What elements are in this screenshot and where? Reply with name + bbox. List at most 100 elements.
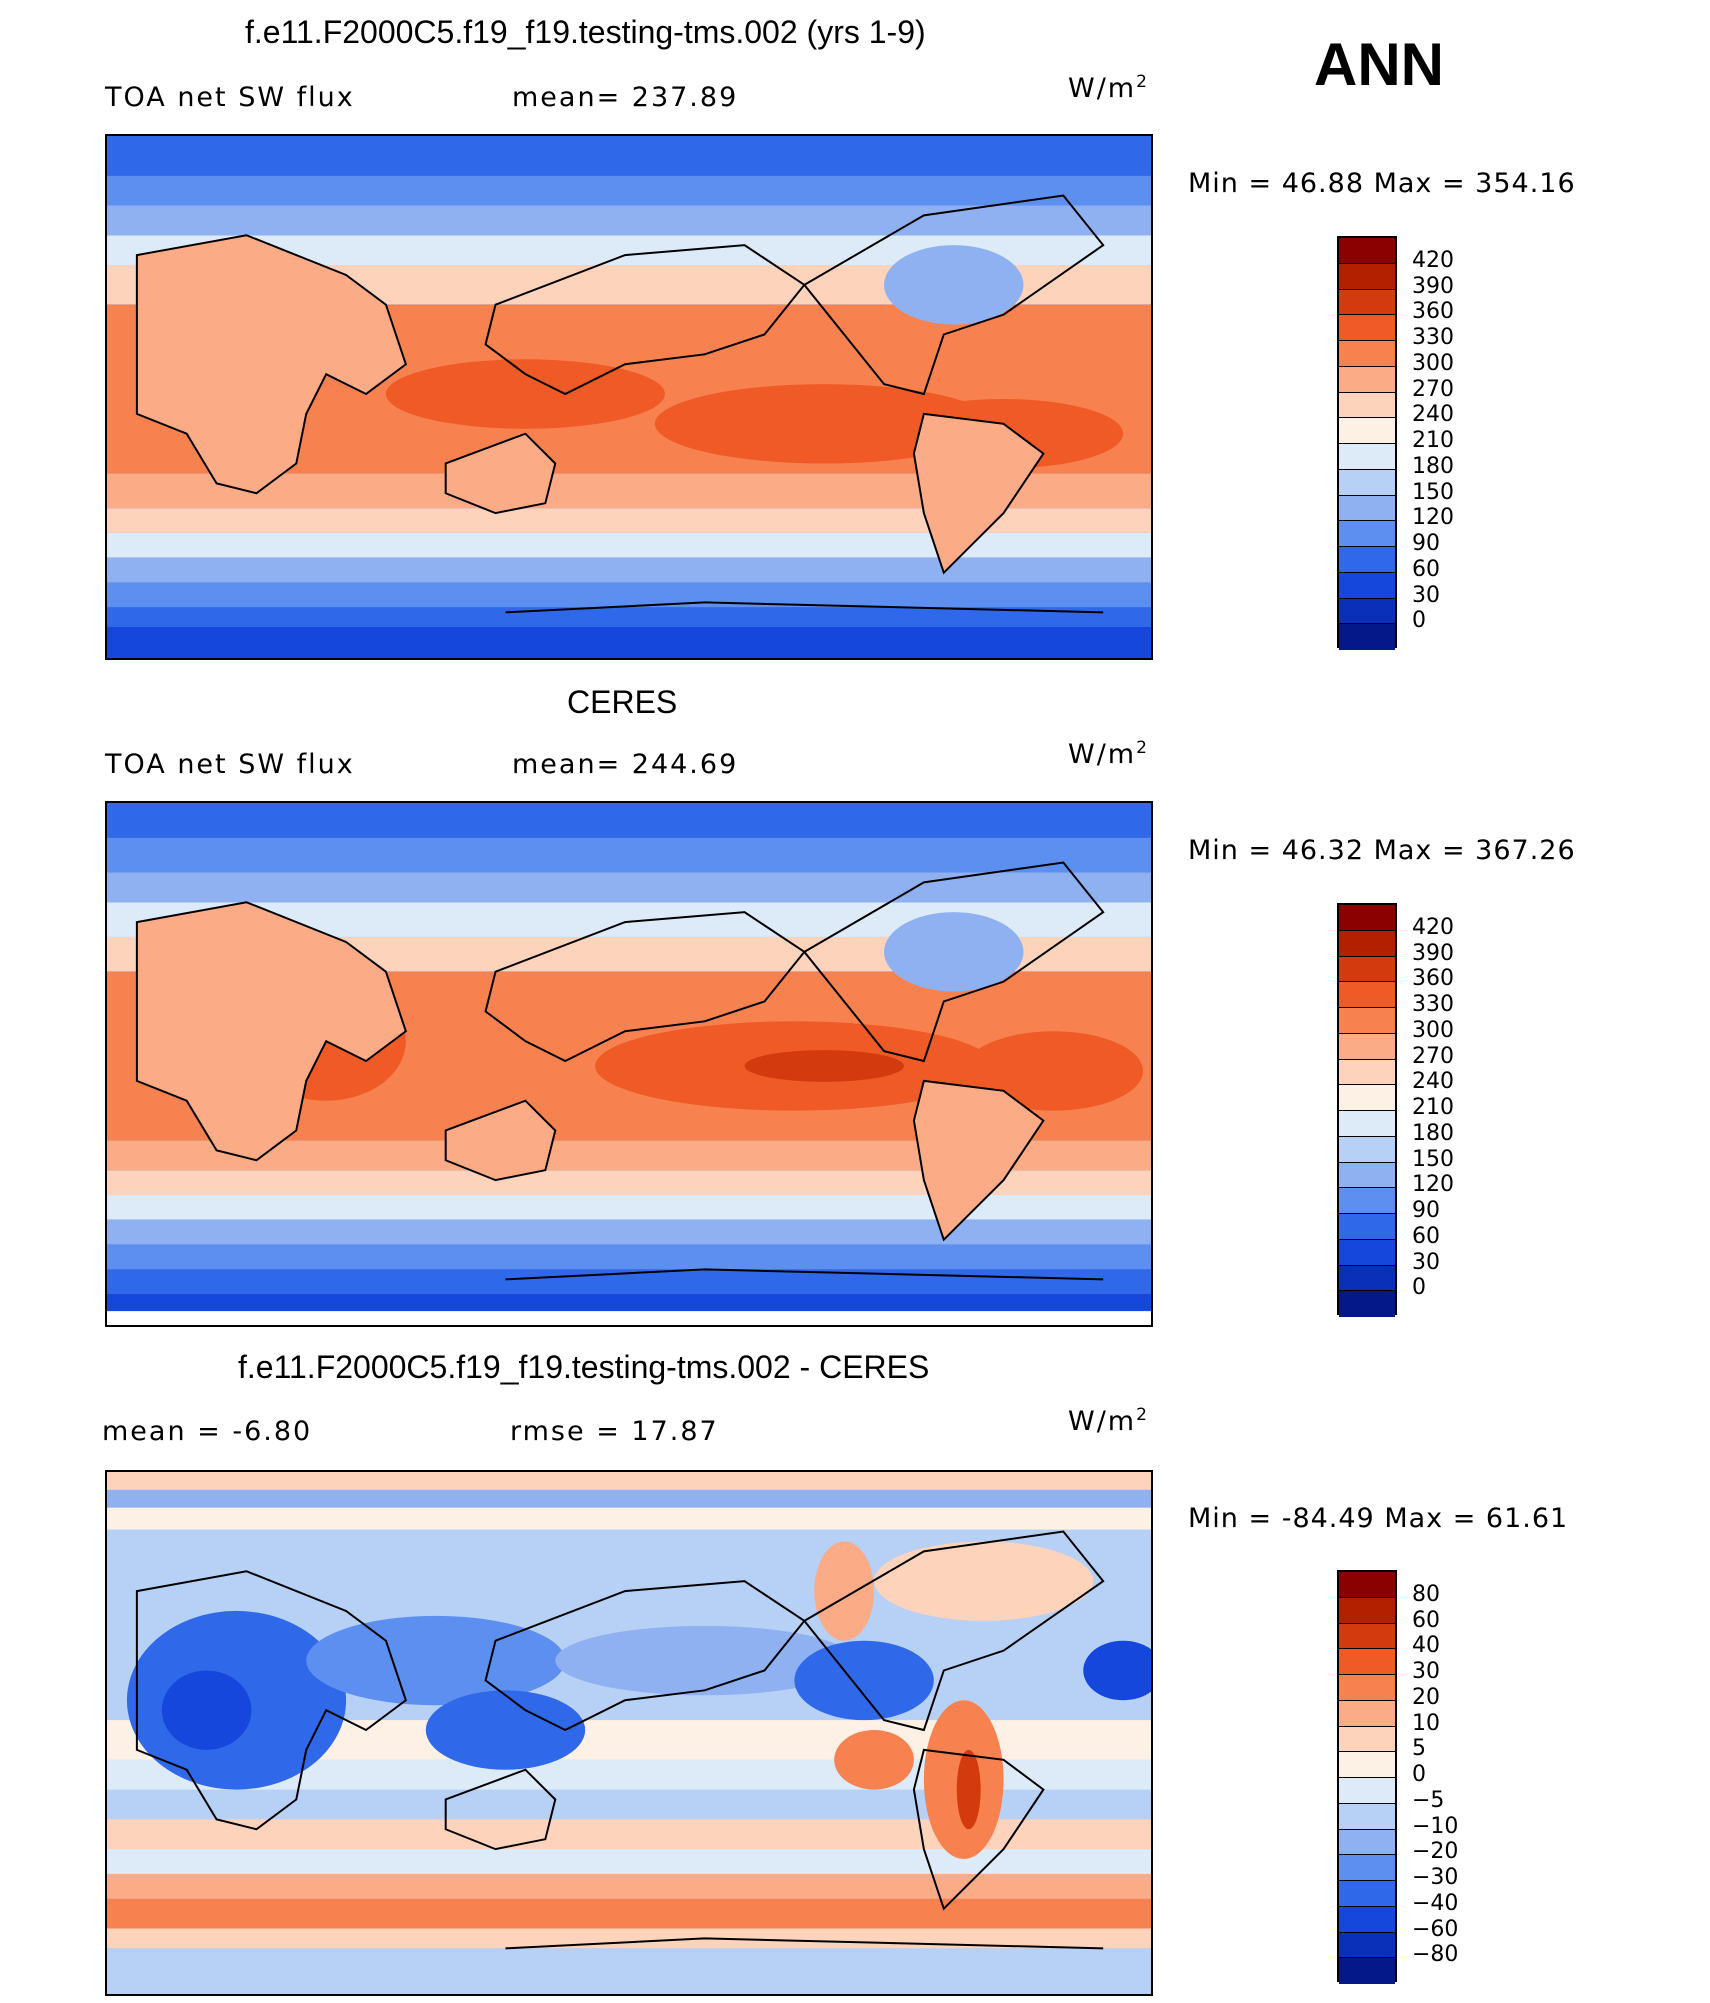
colorbar-tick-label: 330 — [1412, 992, 1454, 1017]
colorbar-swatch — [1339, 930, 1395, 957]
panel-model-title: f.e11.F2000C5.f19_f19.testing-tms.002 (y… — [245, 14, 926, 50]
season-label: ANN — [1314, 31, 1444, 98]
diff-field-map — [107, 1472, 1151, 1994]
colorbar-swatch — [1339, 444, 1395, 470]
obs-field-map — [107, 803, 1151, 1325]
panel-obs-minmax: Min = 46.32 Max = 367.26 — [1188, 835, 1576, 866]
colorbar-tick-label: 270 — [1412, 1043, 1454, 1069]
colorbar-swatch — [1339, 1597, 1395, 1624]
panel-model-colorbar — [1337, 236, 1397, 650]
colorbar-tick-label: 30 — [1412, 582, 1440, 608]
colorbar-swatch — [1339, 1700, 1395, 1727]
colorbar-tick-label: −60 — [1412, 1916, 1459, 1942]
colorbar-tick-label: 210 — [1412, 428, 1454, 453]
colorbar-swatch — [1339, 1136, 1395, 1163]
panel-diff-rmse: rmse = 17.87 — [510, 1416, 719, 1447]
colorbar-tick-label: −5 — [1412, 1787, 1445, 1813]
colorbar-swatch — [1339, 547, 1395, 573]
colorbar-tick-label: 30 — [1412, 1659, 1440, 1684]
colorbar-tick-label: 0 — [1412, 1762, 1426, 1787]
colorbar-tick-label: 300 — [1412, 1017, 1454, 1043]
colorbar-tick-label: 30 — [1412, 1249, 1440, 1275]
colorbar-tick-label: −10 — [1412, 1813, 1459, 1839]
panel-diff-mean: mean = -6.80 — [102, 1416, 313, 1447]
colorbar-tick-label: 120 — [1412, 505, 1454, 531]
colorbar-swatch — [1339, 1265, 1395, 1292]
colorbar-swatch — [1339, 392, 1395, 419]
colorbar-tick-label: −30 — [1412, 1865, 1459, 1890]
colorbar-swatch — [1339, 1239, 1395, 1266]
colorbar-swatch — [1339, 521, 1395, 547]
colorbar-swatch — [1339, 1932, 1395, 1959]
colorbar-tick-label: 240 — [1412, 402, 1454, 428]
panel-model-variable: TOA net SW flux — [105, 82, 355, 113]
panel-model-mean: mean= 237.89 — [512, 82, 739, 113]
colorbar-tick-label: −80 — [1412, 1942, 1459, 1968]
colorbar-swatch — [1339, 1649, 1395, 1675]
colorbar-tick-label: −20 — [1412, 1839, 1459, 1865]
panel-obs-mean: mean= 244.69 — [512, 749, 739, 780]
panel-model-minmax: Min = 46.88 Max = 354.16 — [1188, 168, 1576, 199]
colorbar-tick-label: 60 — [1412, 1223, 1440, 1249]
colorbar-swatch — [1339, 1162, 1395, 1189]
colorbar-swatch — [1339, 289, 1395, 316]
panel-obs-variable: TOA net SW flux — [105, 749, 355, 780]
colorbar-tick-label: 40 — [1412, 1633, 1440, 1659]
colorbar-swatch — [1339, 1188, 1395, 1214]
panel-model-map — [105, 134, 1153, 660]
panel-obs-map — [105, 801, 1153, 1327]
colorbar-swatch — [1339, 238, 1395, 264]
panel-diff-colorbar — [1337, 1570, 1397, 1984]
colorbar-swatch — [1339, 1855, 1395, 1881]
colorbar-swatch — [1339, 1906, 1395, 1933]
colorbar-tick-label: 60 — [1412, 1607, 1440, 1633]
colorbar-tick-label: 330 — [1412, 325, 1454, 350]
colorbar-swatch — [1339, 1291, 1395, 1317]
panel-diff-title: f.e11.F2000C5.f19_f19.testing-tms.002 - … — [238, 1349, 930, 1385]
colorbar-tick-label: 80 — [1412, 1581, 1440, 1607]
colorbar-tick-label: 180 — [1412, 453, 1454, 479]
panel-diff-map — [105, 1470, 1153, 1996]
colorbar-swatch — [1339, 1752, 1395, 1778]
colorbar-tick-label: 60 — [1412, 556, 1440, 582]
colorbar-tick-label: 210 — [1412, 1095, 1454, 1120]
colorbar-tick-label: 150 — [1412, 479, 1454, 505]
colorbar-swatch — [1339, 1008, 1395, 1034]
panel-obs-units: W/m2 — [1068, 738, 1149, 770]
colorbar-tick-label: 150 — [1412, 1146, 1454, 1172]
colorbar-swatch — [1339, 1085, 1395, 1111]
colorbar-swatch — [1339, 1572, 1395, 1598]
colorbar-swatch — [1339, 315, 1395, 341]
colorbar-tick-label: 390 — [1412, 940, 1454, 966]
colorbar-swatch — [1339, 1881, 1395, 1907]
colorbar-tick-label: 20 — [1412, 1684, 1440, 1710]
colorbar-swatch — [1339, 1726, 1395, 1753]
colorbar-swatch — [1339, 366, 1395, 393]
colorbar-swatch — [1339, 495, 1395, 522]
colorbar-tick-label: 5 — [1412, 1736, 1426, 1762]
colorbar-tick-label: −40 — [1412, 1890, 1459, 1916]
colorbar-tick-label: 300 — [1412, 350, 1454, 376]
colorbar-swatch — [1339, 1033, 1395, 1060]
colorbar-swatch — [1339, 1214, 1395, 1240]
colorbar-swatch — [1339, 905, 1395, 931]
colorbar-swatch — [1339, 341, 1395, 367]
colorbar-swatch — [1339, 598, 1395, 625]
colorbar-swatch — [1339, 1829, 1395, 1856]
colorbar-tick-label: 420 — [1412, 247, 1454, 273]
colorbar-tick-label: 270 — [1412, 376, 1454, 402]
panel-diff-units: W/m2 — [1068, 1405, 1149, 1437]
colorbar-tick-label: 0 — [1412, 608, 1426, 634]
colorbar-swatch — [1339, 956, 1395, 983]
colorbar-swatch — [1339, 1778, 1395, 1804]
colorbar-swatch — [1339, 469, 1395, 496]
colorbar-tick-label: 90 — [1412, 531, 1440, 556]
colorbar-swatch — [1339, 1111, 1395, 1137]
colorbar-tick-label: 180 — [1412, 1120, 1454, 1146]
colorbar-swatch — [1339, 1675, 1395, 1701]
colorbar-tick-label: 120 — [1412, 1172, 1454, 1198]
colorbar-swatch — [1339, 1803, 1395, 1830]
colorbar-swatch — [1339, 624, 1395, 650]
colorbar-swatch — [1339, 1958, 1395, 1984]
colorbar-tick-label: 360 — [1412, 966, 1454, 992]
